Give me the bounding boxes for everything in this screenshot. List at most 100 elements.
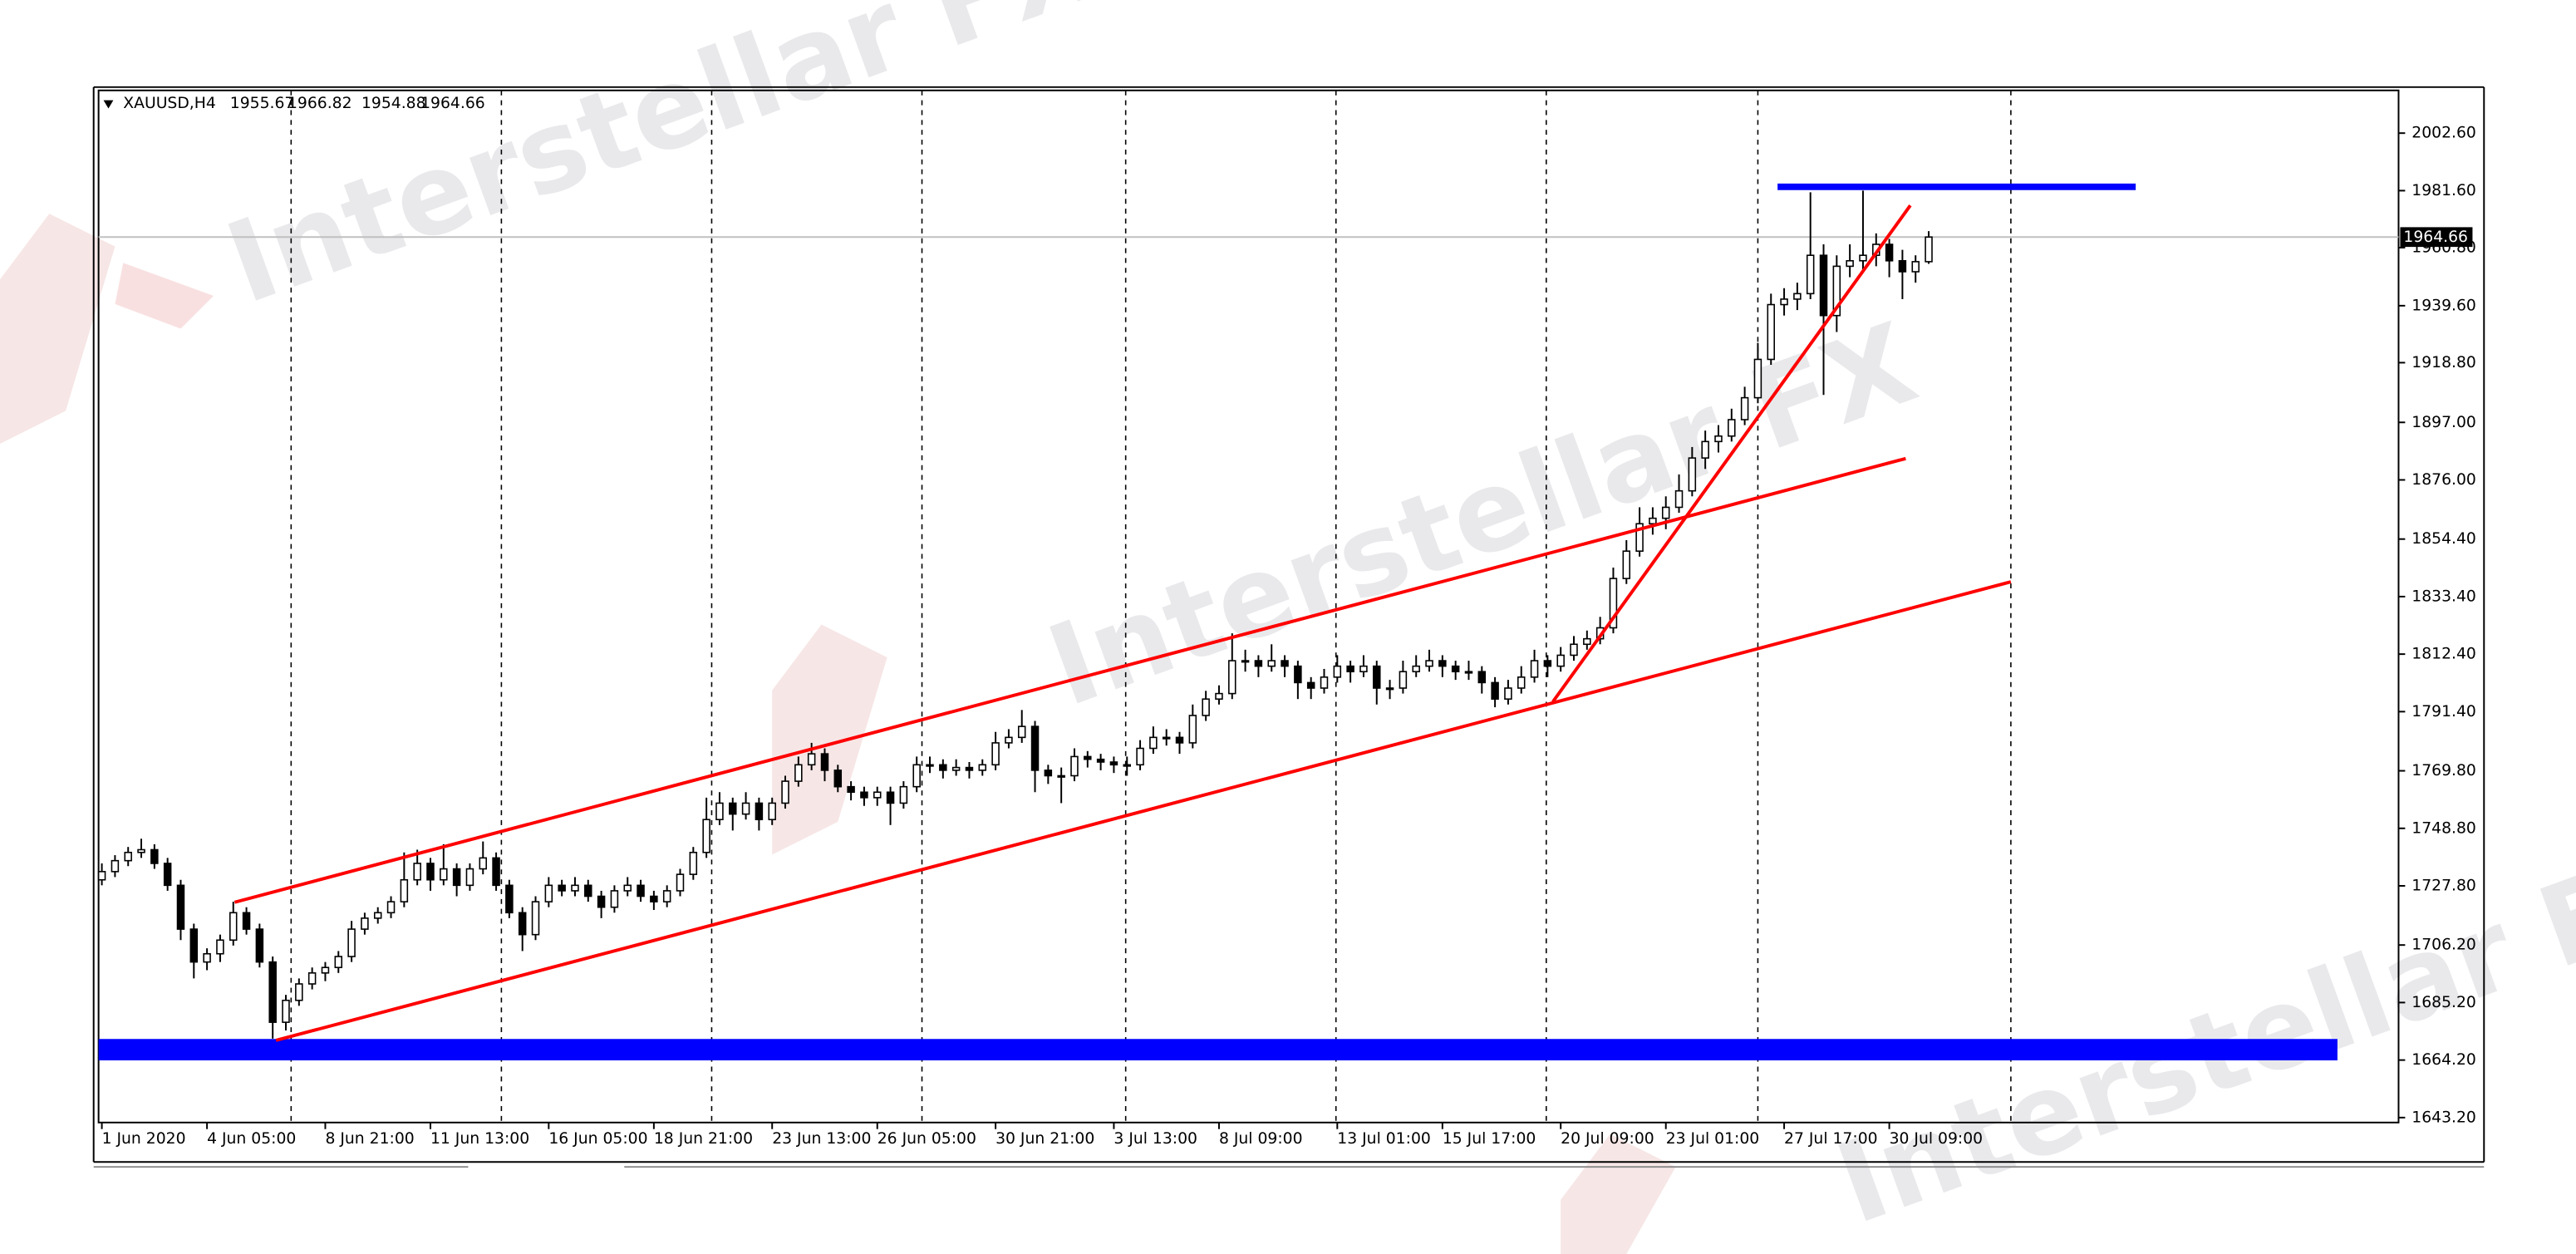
candle-body [216, 939, 224, 955]
header-high: 1966.82 [288, 95, 352, 112]
candle-body [1793, 293, 1802, 300]
candle-body [1701, 440, 1709, 459]
candle-body [268, 961, 277, 1023]
candle-body [584, 884, 592, 897]
candle-body [163, 863, 172, 887]
candle-body [1438, 660, 1447, 667]
candle-body [1780, 298, 1788, 306]
candle-body [1399, 671, 1408, 689]
y-tick-label: 1791.40 [2411, 703, 2476, 720]
logo-mark [772, 624, 887, 855]
trend-line [275, 580, 2012, 1042]
candle-body [1228, 660, 1236, 695]
plot-area [97, 89, 2400, 1124]
y-tick-label: 2002.60 [2411, 125, 2476, 142]
header-low: 1954.88 [361, 95, 426, 112]
y-tick-label: 1727.80 [2411, 877, 2476, 894]
candle-body [676, 873, 685, 892]
candle-body [203, 952, 211, 963]
candle-body [1123, 764, 1131, 767]
candle-body [597, 895, 606, 908]
candle-body [1136, 747, 1144, 766]
candle-body [1517, 676, 1526, 689]
candle-body [1451, 665, 1460, 673]
candle-body [662, 890, 671, 902]
symbol: XAUUSD,H4 [123, 95, 216, 112]
x-tick-label: 4 Jun 05:00 [207, 1130, 296, 1148]
x-tick-label: 16 Jun 05:00 [548, 1130, 647, 1148]
candle-body [1819, 254, 1828, 317]
header-close: 1964.66 [420, 95, 485, 112]
candle-body [1846, 260, 1854, 268]
candle-body [1215, 692, 1223, 700]
candle-body [1149, 736, 1158, 750]
candle-body [1491, 681, 1499, 700]
candle-body [334, 956, 343, 969]
candle-body [426, 863, 435, 881]
candle-body [1832, 265, 1841, 317]
logo-mark [115, 263, 214, 329]
header-arrow [103, 100, 114, 109]
candle-body [571, 884, 579, 892]
logo-mark [1561, 1134, 1676, 1254]
y-tick-label: 1643.20 [2411, 1109, 2476, 1126]
candle-body [295, 983, 303, 1001]
candle-body [847, 785, 855, 794]
candle-body [978, 764, 987, 771]
candle-body [1254, 660, 1263, 667]
candle-body [1543, 660, 1552, 667]
candle-body [400, 878, 409, 902]
candle-body [610, 890, 619, 908]
candle-body [1649, 517, 1657, 525]
watermark: Interstellar FX [211, 0, 1110, 329]
candle-body [1661, 506, 1670, 519]
candle-body [820, 753, 829, 771]
candle-body [951, 766, 961, 771]
candle-body [1728, 419, 1736, 437]
x-tick-label: 11 Jun 13:00 [430, 1130, 529, 1148]
candle-body [1556, 654, 1565, 667]
candle-body [440, 868, 448, 881]
candle-body [1385, 687, 1394, 691]
x-tick-label: 8 Jul 09:00 [1219, 1130, 1303, 1148]
candle-body [637, 884, 645, 897]
y-tick-label: 1897.00 [2411, 414, 2476, 431]
candle-body [544, 884, 553, 902]
x-tick-label: 1 Jun 2020 [102, 1130, 186, 1148]
candle-body [1740, 396, 1749, 420]
candle-body [768, 802, 776, 821]
x-tick-label: 20 Jul 09:00 [1561, 1130, 1654, 1148]
x-tick-label: 8 Jun 21:00 [325, 1130, 414, 1148]
candle-body [1109, 761, 1118, 766]
candle-body [531, 901, 540, 936]
candle-body [755, 802, 764, 821]
candle-body [1202, 698, 1210, 716]
candle-body [242, 912, 251, 930]
y-tick-label: 1706.20 [2411, 937, 2476, 954]
candle-body [479, 857, 487, 870]
candle-body [1753, 358, 1762, 399]
price-label: 1964.66 [2403, 229, 2468, 246]
candle-body [558, 884, 566, 892]
candle-body [623, 884, 632, 892]
candle-body [150, 848, 159, 864]
candle-body [1674, 489, 1684, 509]
x-tick-label: 13 Jul 01:00 [1337, 1130, 1431, 1148]
candle-body [1241, 660, 1250, 663]
candle-body [1859, 254, 1867, 262]
candle-body [1898, 260, 1907, 273]
candle-body [1281, 660, 1289, 667]
header: XAUUSD,H4 1955.67 1966.82 1954.88 1964.6… [103, 95, 485, 112]
y-tick-label: 1939.60 [2411, 297, 2476, 314]
x-tick-label: 30 Jun 21:00 [995, 1130, 1094, 1148]
candle-body [176, 884, 185, 930]
candle-body [1005, 736, 1013, 744]
candle-body [1806, 254, 1815, 295]
candle-body [1925, 236, 1933, 263]
x-tick-label: 26 Jun 05:00 [878, 1130, 976, 1148]
candle-body [255, 928, 264, 963]
candle-body [1070, 755, 1079, 777]
y-tick-label: 1748.80 [2411, 819, 2476, 837]
